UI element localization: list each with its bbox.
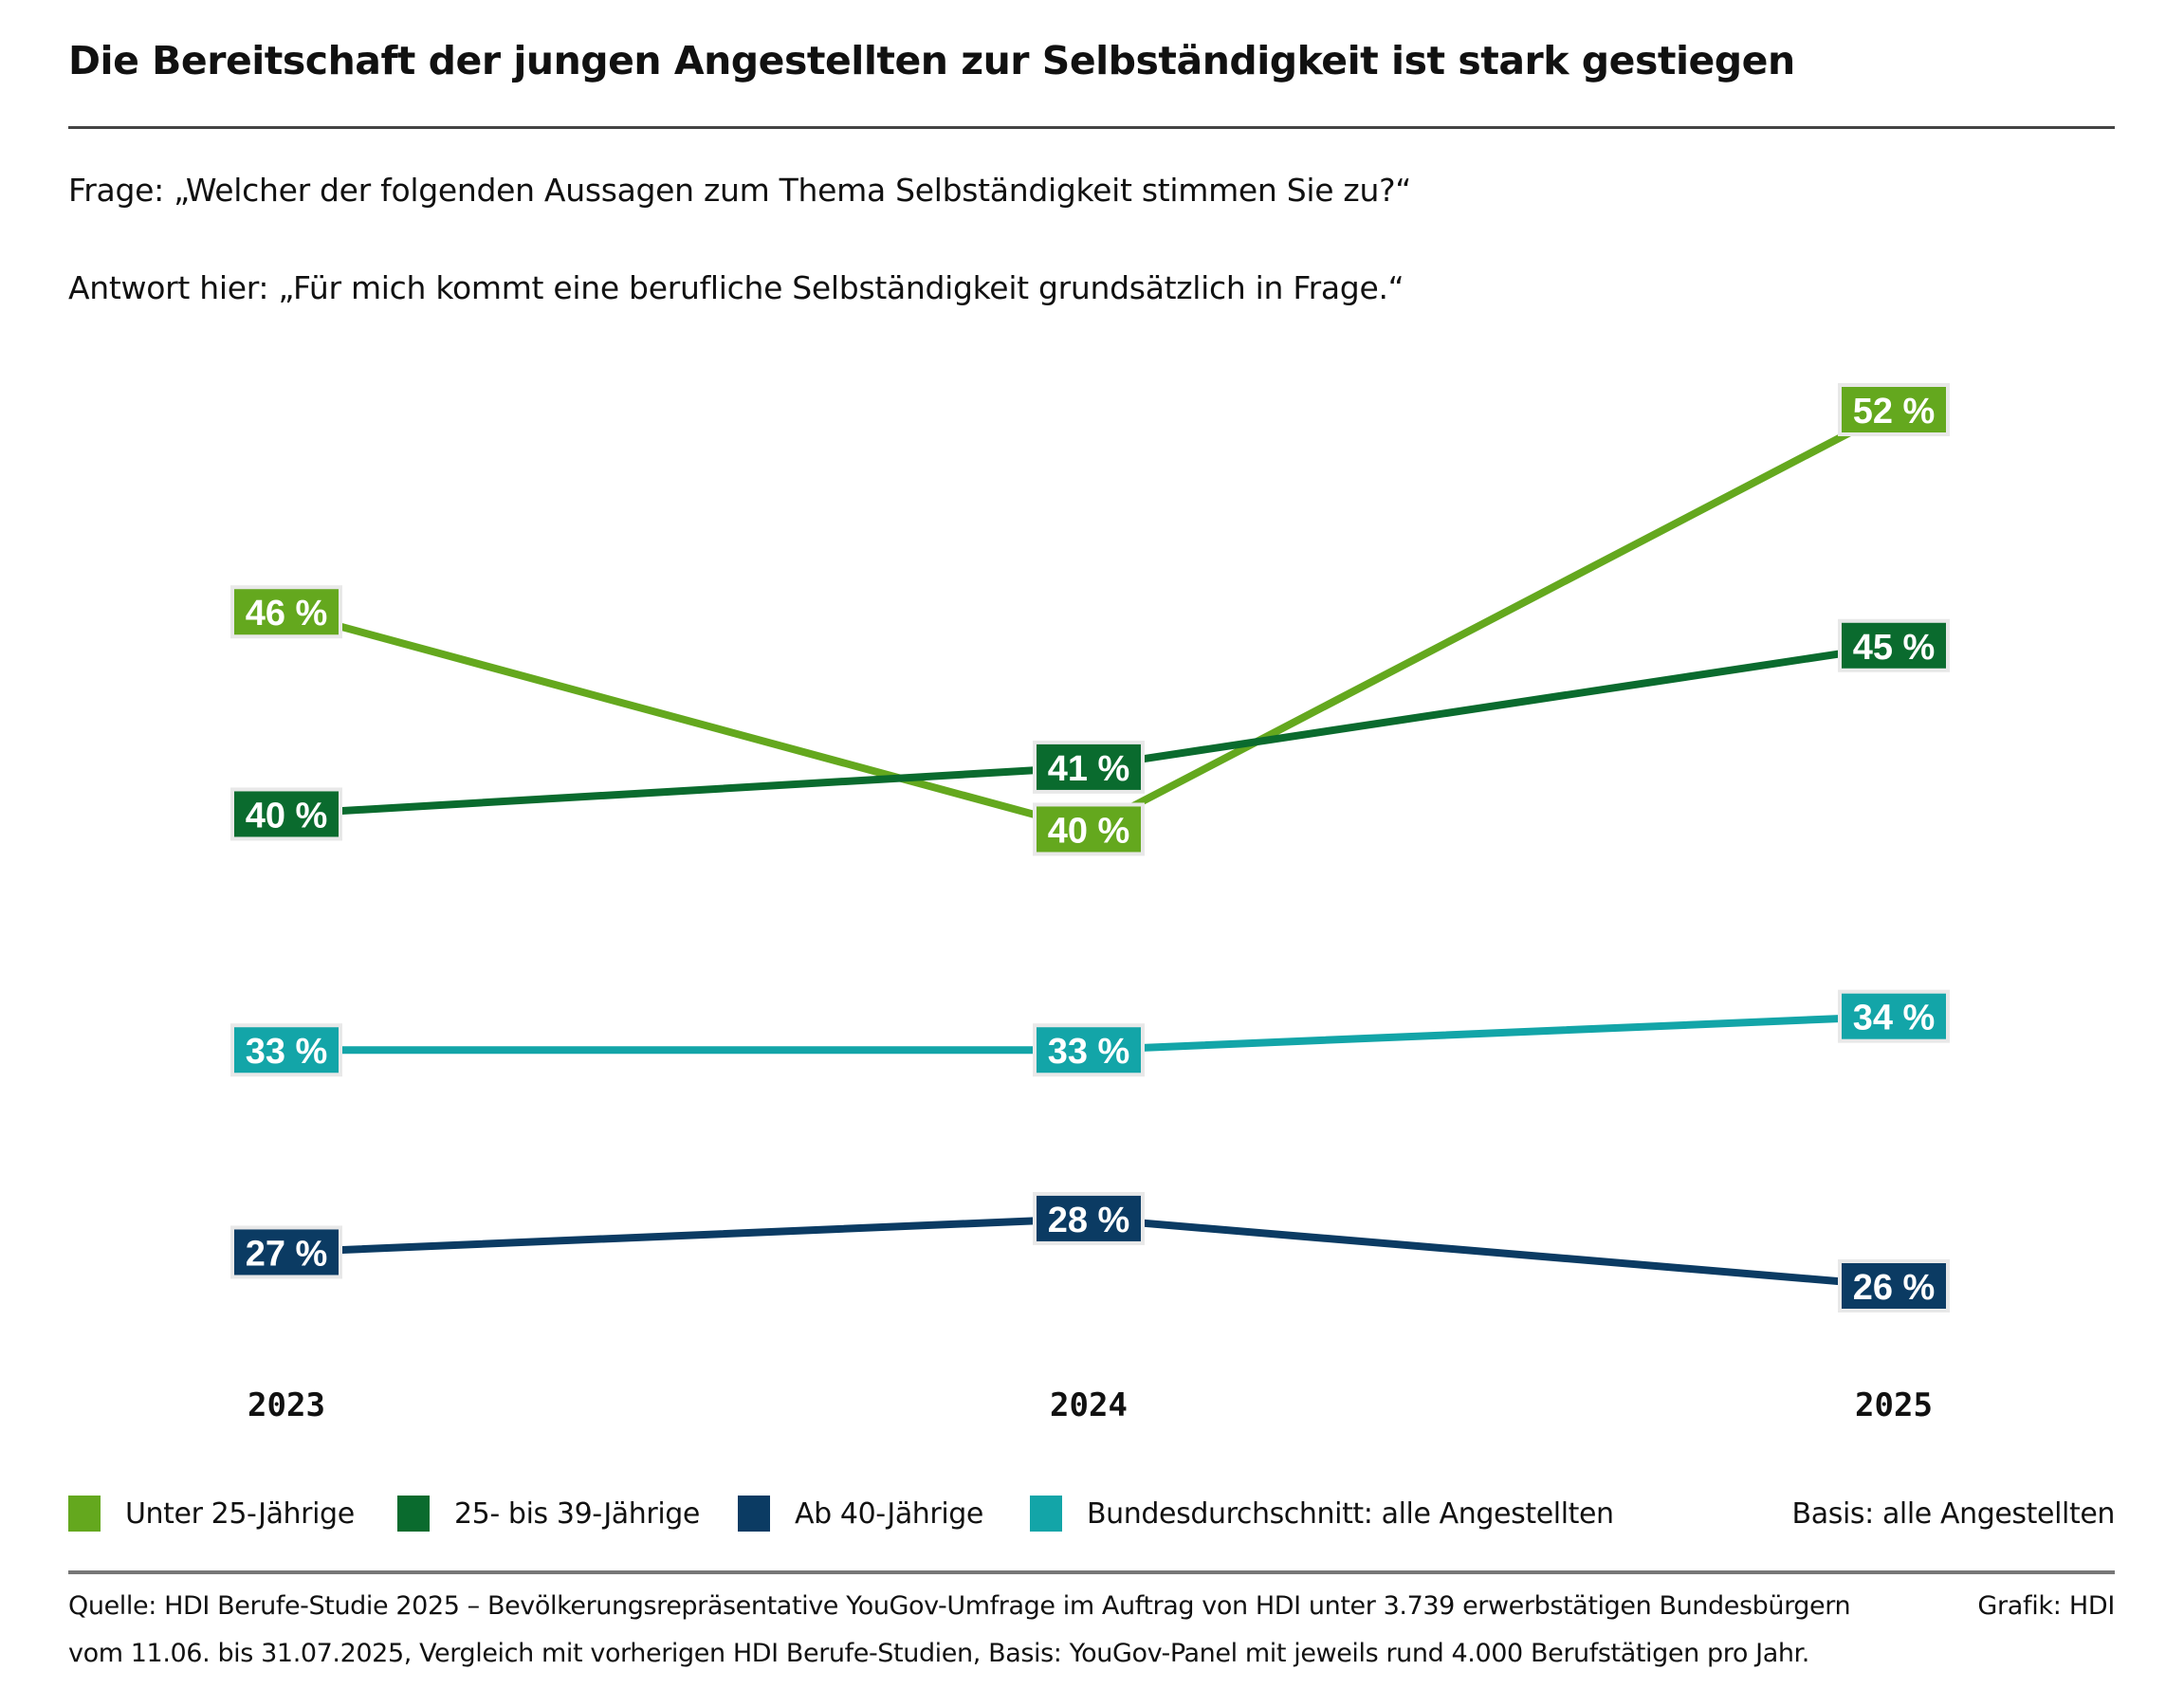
data-label-text: 34 % <box>1853 999 1936 1038</box>
legend-swatch <box>1030 1496 1062 1532</box>
data-label-box <box>1037 743 1141 790</box>
basis-note: Basis: alle Angestellten <box>1791 1497 2116 1531</box>
data-label-text: 40 % <box>246 796 328 835</box>
data-label-text: 46 % <box>246 594 328 633</box>
x-tick-label: 2025 <box>1855 1386 1933 1424</box>
legend-item-national-average: Bundesdurchschnitt: alle Angestellten <box>1030 1496 1614 1532</box>
legend-swatch <box>68 1496 101 1532</box>
legend: Unter 25-Jährige 25- bis 39-Jährige Ab 4… <box>68 1496 2115 1533</box>
data-label: 41 % <box>1033 740 1145 794</box>
legend-label: Unter 25-Jährige <box>125 1496 355 1531</box>
survey-question: Frage: „Welcher der folgenden Aussagen z… <box>68 172 1412 209</box>
data-label-text: 26 % <box>1853 1268 1936 1308</box>
data-label: 40 % <box>230 787 342 841</box>
data-label-text: 40 % <box>1048 811 1130 851</box>
graphic-credit: Grafik: HDI <box>1977 1591 2115 1621</box>
data-label: 40 % <box>1033 802 1145 856</box>
data-label-text: 45 % <box>1853 628 1936 668</box>
data-label-box <box>1037 1195 1141 1241</box>
data-labels: 46 % 40 % 52 % 40 % 41 % 45 % 27 % 28 % 26 % 33 %… <box>230 383 1950 1312</box>
x-axis: 2023 2024 2025 <box>248 1386 1933 1424</box>
chart-title: Die Bereitschaft der jungen Angestellten… <box>68 38 1795 83</box>
data-label-text: 33 % <box>246 1032 328 1072</box>
data-label-box <box>1842 993 1946 1039</box>
data-label: 34 % <box>1838 989 1950 1043</box>
data-label-box <box>1037 806 1141 853</box>
footer-divider <box>68 1570 2115 1574</box>
legend-item-40-plus: Ab 40-Jährige <box>738 1496 983 1532</box>
data-label-box <box>234 1229 339 1276</box>
data-label-text: 28 % <box>1048 1201 1130 1240</box>
data-label-box <box>234 791 339 837</box>
data-label-text: 27 % <box>246 1234 328 1274</box>
data-label-box <box>1842 387 1946 432</box>
data-label-box <box>1842 622 1946 669</box>
source-note-line-2: vom 11.06. bis 31.07.2025, Vergleich mit… <box>68 1639 1809 1668</box>
data-label-box <box>234 589 339 635</box>
data-label-box <box>1842 1263 1946 1309</box>
data-label: 33 % <box>1033 1023 1145 1077</box>
data-label: 52 % <box>1838 383 1950 436</box>
data-label: 45 % <box>1838 618 1950 672</box>
legend-item-under-25: Unter 25-Jährige <box>68 1496 355 1532</box>
legend-swatch <box>738 1496 770 1532</box>
data-label: 46 % <box>230 585 342 639</box>
title-divider <box>68 126 2115 129</box>
legend-label: Ab 40-Jährige <box>795 1496 983 1531</box>
data-label-text: 41 % <box>1048 749 1130 789</box>
data-label-text: 33 % <box>1048 1032 1130 1072</box>
x-tick-label: 2023 <box>248 1386 325 1424</box>
legend-label: Bundesdurchschnitt: alle Angestellten <box>1087 1496 1614 1531</box>
legend-swatch <box>397 1496 430 1532</box>
data-label-text: 52 % <box>1853 392 1936 431</box>
data-label: 27 % <box>230 1225 342 1279</box>
data-label-box <box>234 1027 339 1074</box>
data-label: 26 % <box>1838 1259 1950 1312</box>
source-note-line-1: Quelle: HDI Berufe-Studie 2025 – Bevölke… <box>68 1591 1851 1621</box>
legend-item-25-39: 25- bis 39-Jährige <box>397 1496 700 1532</box>
data-label-box <box>1037 1027 1141 1074</box>
data-label: 33 % <box>230 1023 342 1077</box>
data-label: 28 % <box>1033 1191 1145 1245</box>
legend-label: 25- bis 39-Jährige <box>454 1496 700 1531</box>
x-tick-label: 2024 <box>1050 1386 1128 1424</box>
survey-answer: Antwort hier: „Für mich kommt eine beruf… <box>68 269 1404 306</box>
